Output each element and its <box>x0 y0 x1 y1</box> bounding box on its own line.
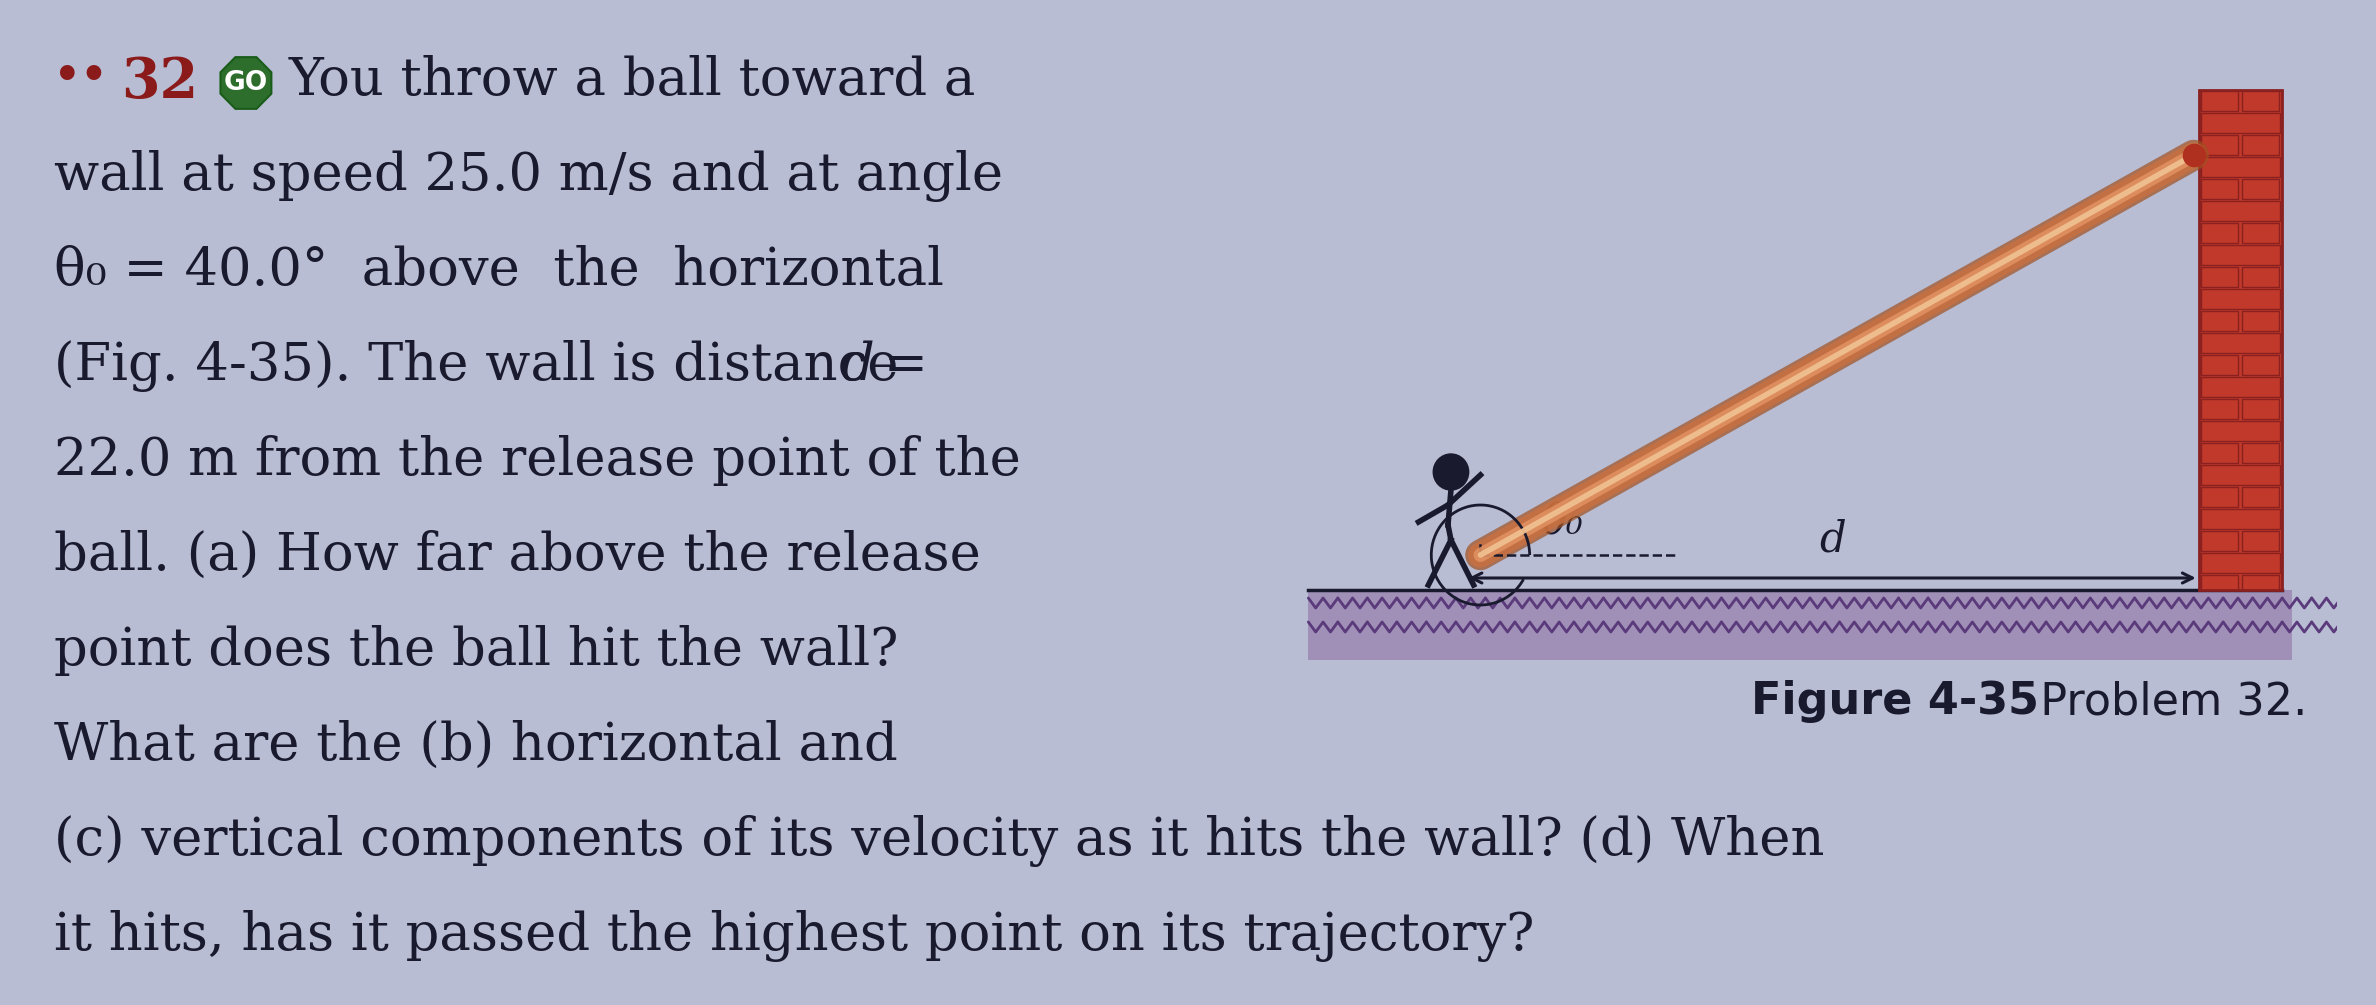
Text: You throw a ball toward a: You throw a ball toward a <box>287 55 977 106</box>
Bar <box>2200 399 2238 419</box>
Circle shape <box>1433 454 1468 490</box>
Bar <box>2243 443 2279 463</box>
Text: d: d <box>1820 518 1846 560</box>
Bar <box>2243 531 2279 551</box>
Text: θ₀: θ₀ <box>1542 500 1582 542</box>
Text: ball. (a) How far above the release: ball. (a) How far above the release <box>55 530 981 581</box>
Bar <box>2243 267 2279 287</box>
Bar <box>2200 113 2281 133</box>
Bar <box>2200 377 2281 397</box>
Bar <box>2200 575 2238 590</box>
Bar <box>2200 267 2238 287</box>
Text: Figure 4-35: Figure 4-35 <box>1751 680 2039 723</box>
Bar <box>2198 90 2283 590</box>
Text: 22.0 m from the release point of the: 22.0 m from the release point of the <box>55 435 1022 486</box>
Bar <box>2243 399 2279 419</box>
Bar <box>2243 311 2279 331</box>
Bar <box>2243 179 2279 199</box>
Bar <box>2243 355 2279 375</box>
Bar <box>2200 245 2281 265</box>
Bar <box>2200 179 2238 199</box>
Bar <box>2200 509 2281 529</box>
Bar <box>2200 487 2238 507</box>
Bar <box>2198 90 2283 590</box>
Bar <box>2200 91 2238 111</box>
Bar <box>2200 421 2281 441</box>
Bar <box>2243 91 2279 111</box>
Bar <box>2243 135 2279 155</box>
Text: Problem 32.: Problem 32. <box>2012 680 2307 723</box>
Text: What are the (b) horizontal and: What are the (b) horizontal and <box>55 720 898 771</box>
Text: d: d <box>841 340 874 391</box>
Bar <box>2200 223 2238 243</box>
Bar <box>2200 531 2238 551</box>
Text: ••: •• <box>55 55 107 97</box>
Text: wall at speed 25.0 m/s and at angle: wall at speed 25.0 m/s and at angle <box>55 150 1003 202</box>
Bar <box>2243 223 2279 243</box>
Bar <box>2200 443 2238 463</box>
Text: 32: 32 <box>121 55 197 110</box>
Bar <box>2200 355 2238 375</box>
Text: point does the ball hit the wall?: point does the ball hit the wall? <box>55 625 898 676</box>
Bar <box>2243 575 2279 590</box>
Text: (c) vertical components of its velocity as it hits the wall? (d) When: (c) vertical components of its velocity … <box>55 815 1825 867</box>
Text: it hits, has it passed the highest point on its trajectory?: it hits, has it passed the highest point… <box>55 910 1535 962</box>
Bar <box>2243 487 2279 507</box>
Text: (Fig. 4-35). The wall is distance: (Fig. 4-35). The wall is distance <box>55 340 915 392</box>
Bar <box>2200 553 2281 573</box>
Bar <box>2200 311 2238 331</box>
Bar <box>2200 289 2281 309</box>
Bar <box>2200 135 2238 155</box>
Bar <box>2200 465 2281 485</box>
Text: =: = <box>867 340 927 391</box>
Bar <box>2200 201 2281 221</box>
Bar <box>2200 333 2281 353</box>
Polygon shape <box>221 57 271 109</box>
Bar <box>1309 590 2293 660</box>
Text: GO: GO <box>223 70 268 96</box>
Text: θ₀ = 40.0°  above  the  horizontal: θ₀ = 40.0° above the horizontal <box>55 245 943 296</box>
Bar <box>2200 157 2281 177</box>
